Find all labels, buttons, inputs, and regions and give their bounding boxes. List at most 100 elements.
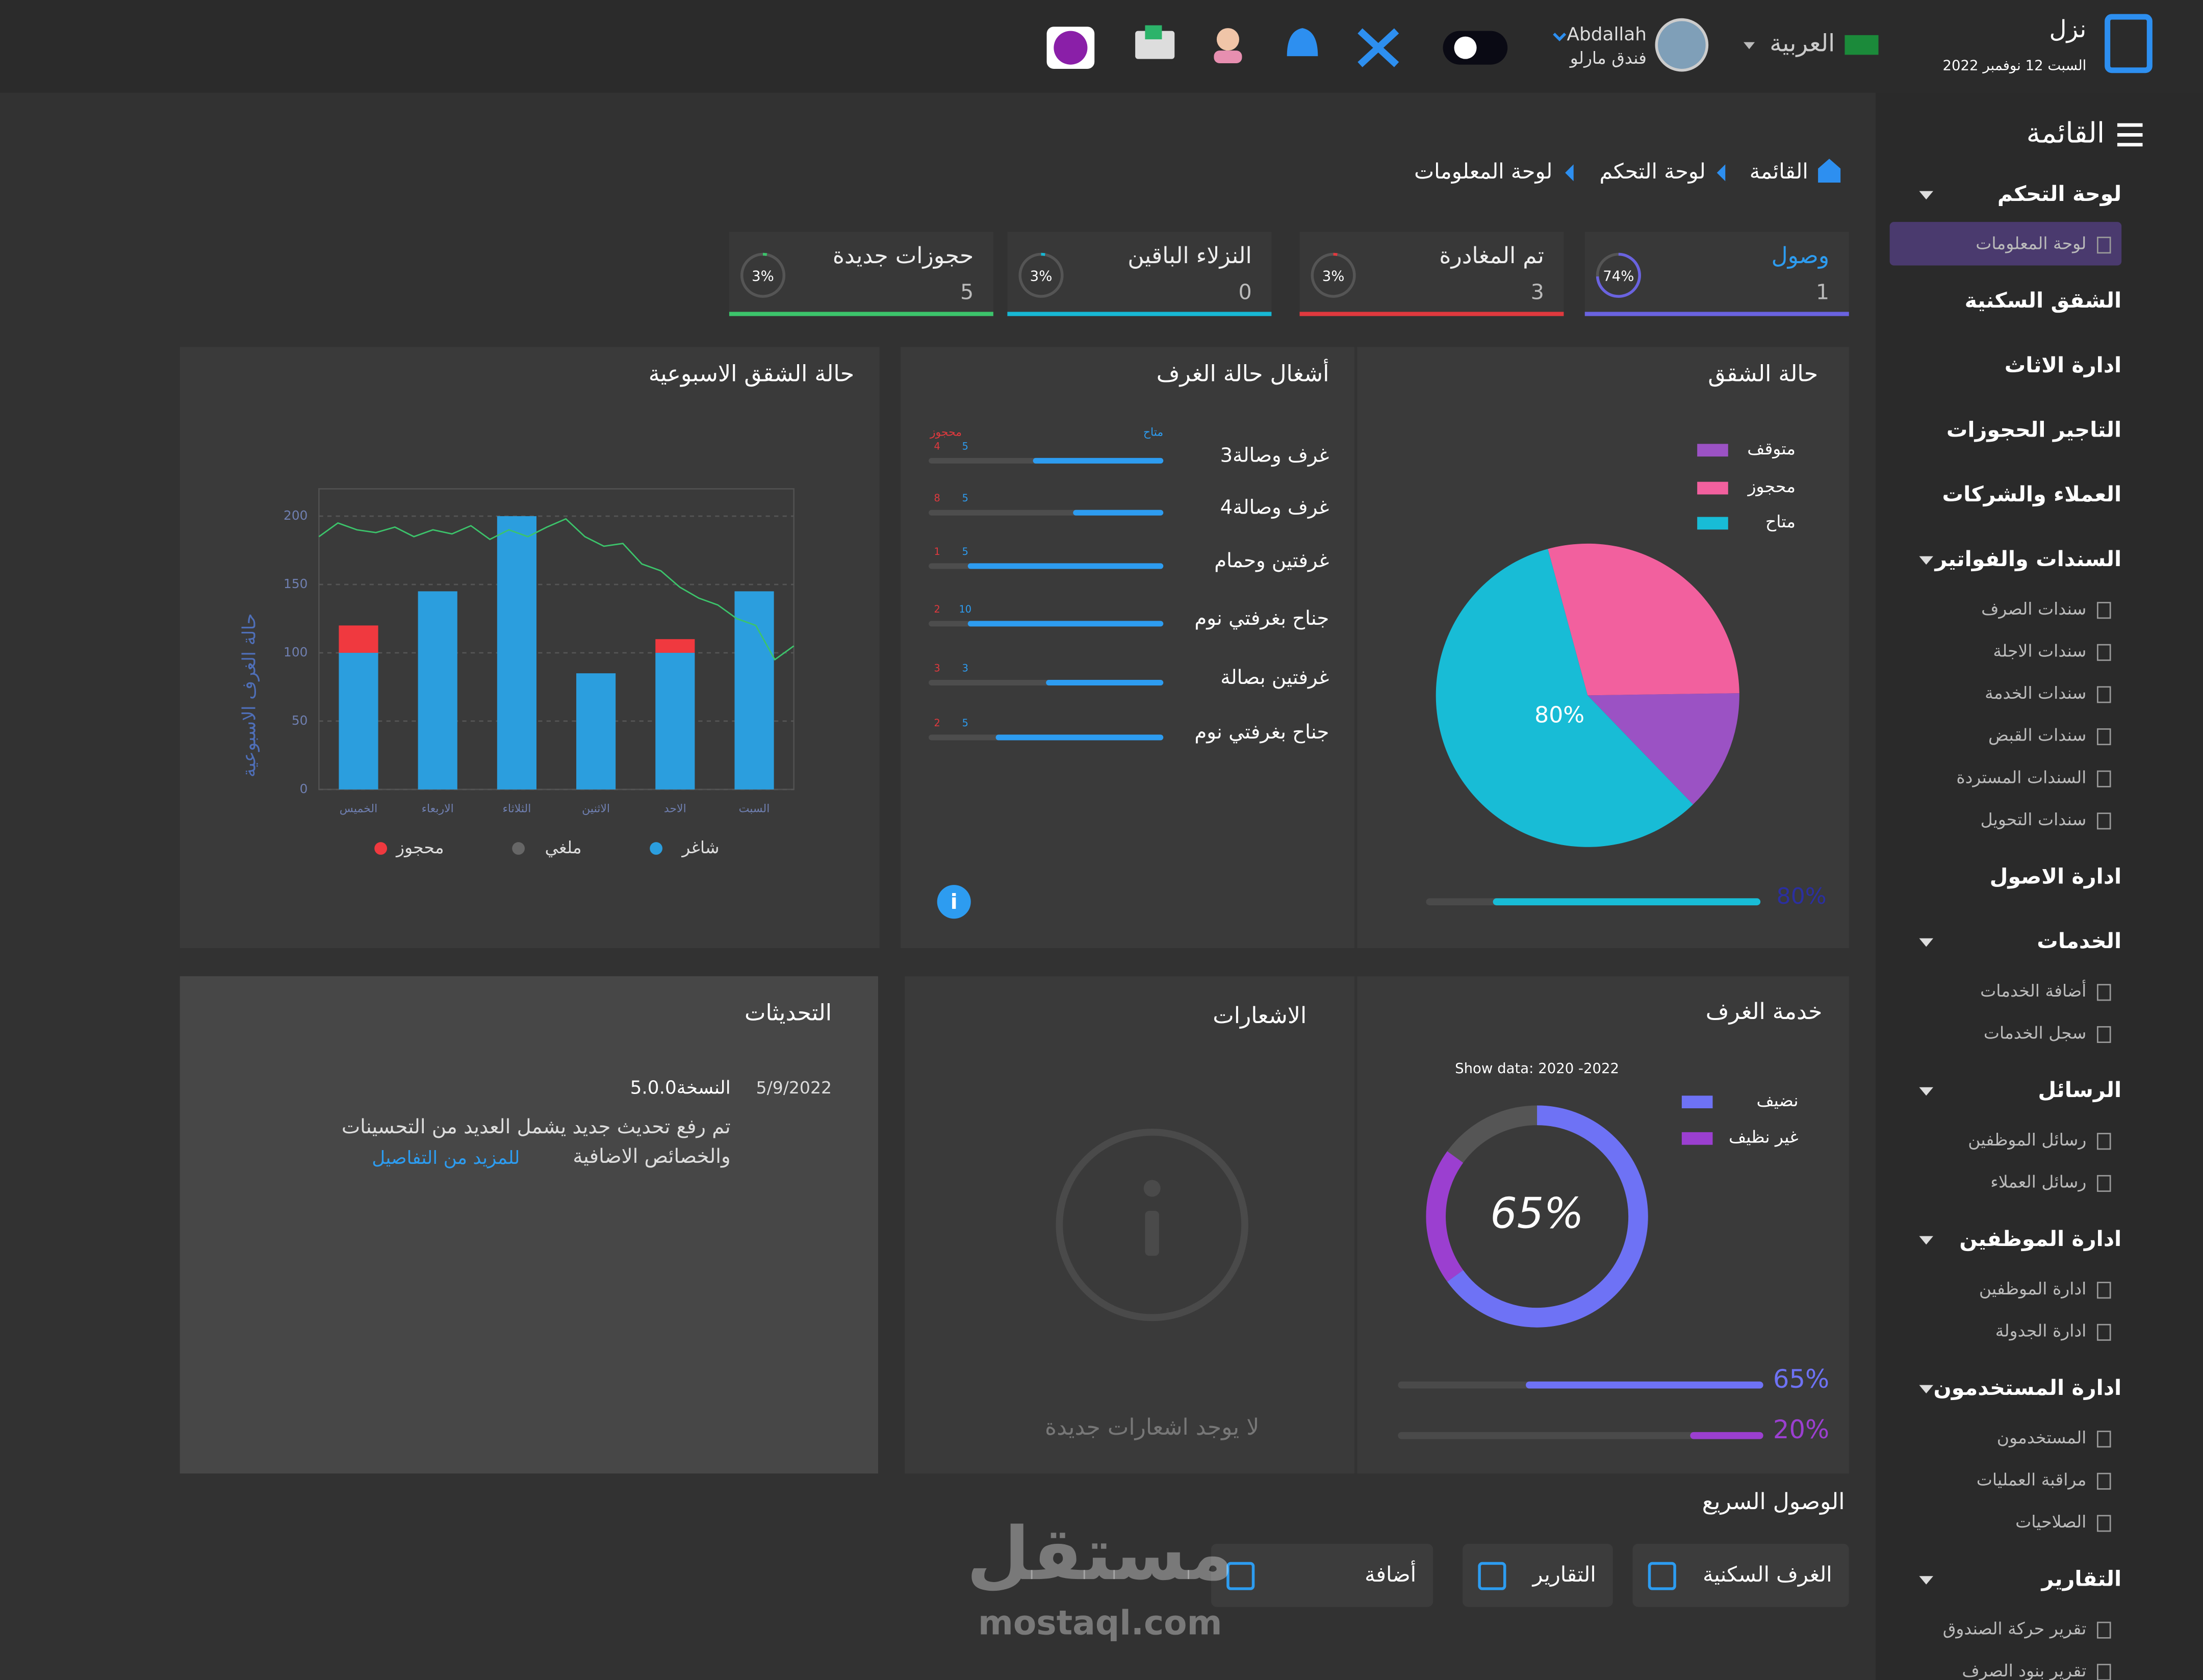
legend-swatch — [1697, 517, 1728, 530]
legend-label: متاح — [1765, 512, 1796, 531]
panel-divider — [1354, 347, 1357, 949]
submenu-item[interactable]: سندات التحويل — [1981, 809, 2087, 829]
menu-item[interactable]: ادارة الاصول — [1990, 864, 2122, 889]
submenu-icon — [2096, 728, 2111, 746]
submenu-item[interactable]: ادارة الجدولة — [1995, 1320, 2087, 1340]
menu-icon[interactable] — [2117, 123, 2143, 147]
chart-subtitle: Show data: 2020 -2022 — [1455, 1060, 1619, 1077]
panel-title: حالة الشقق — [1708, 361, 1818, 387]
expand-caret[interactable] — [1919, 556, 1934, 565]
menu-item[interactable]: الرسائل — [2038, 1078, 2121, 1103]
submenu-item[interactable]: ادارة الموظفين — [1979, 1279, 2086, 1299]
column-label: محجوز — [930, 426, 962, 439]
menu-item[interactable]: الشقق السكنية — [1965, 288, 2122, 313]
menu-item[interactable]: التاجير الحجوزات — [1946, 418, 2121, 443]
date: السبت 12 نوفمبر 2022 — [1942, 57, 2086, 73]
legend-swatch — [1697, 481, 1728, 495]
menu-item[interactable]: السندات والفواتير — [1934, 547, 2122, 572]
quick-button-label[interactable]: التقارير — [1532, 1562, 1596, 1587]
watermark: mostaql.com — [978, 1603, 1222, 1643]
info-glyph: i — [951, 889, 958, 914]
update-date: 5/9/2022 — [756, 1078, 832, 1098]
submenu-item[interactable]: سندات الصرف — [1981, 599, 2086, 619]
panel-divider — [1354, 976, 1357, 1474]
quick-button[interactable] — [1211, 1543, 1433, 1607]
avatar[interactable] — [1655, 18, 1709, 72]
user-caret[interactable] — [1553, 33, 1567, 42]
submenu-item[interactable]: السندات المستردة — [1956, 767, 2086, 787]
expand-caret[interactable] — [1919, 191, 1934, 200]
expand-caret[interactable] — [1919, 1385, 1934, 1394]
expand-caret[interactable] — [1919, 1576, 1934, 1585]
empty-icon-bar — [1145, 1211, 1159, 1256]
legend-label: شاغر — [681, 837, 719, 857]
submenu-item[interactable]: تقرير بنود الصرف — [1962, 1661, 2086, 1680]
quick-button-label[interactable]: أضافة — [1365, 1560, 1416, 1587]
submenu-item[interactable]: رسائل الموظفين — [1968, 1130, 2086, 1150]
watermark: مستقل — [966, 1511, 1234, 1596]
quick-button-label[interactable]: الغرف السكنية — [1703, 1562, 1832, 1587]
submenu-icon — [2096, 1515, 2111, 1532]
occupancy-bar — [1073, 510, 1164, 516]
booked-count: 4 — [934, 440, 940, 452]
laptop-icon-mark — [1145, 25, 1162, 40]
breadcrumb-item[interactable]: لوحة التحكم — [1599, 159, 1705, 184]
tools-icon[interactable] — [1357, 28, 1399, 67]
submenu-icon — [2096, 812, 2111, 830]
support-icon[interactable] — [1216, 28, 1239, 51]
expand-caret[interactable] — [1919, 1236, 1934, 1245]
panel-title: خدمة الغرف — [1706, 999, 1823, 1025]
menu-item[interactable]: العملاء والشركات — [1942, 482, 2122, 507]
room-type: جناح بغرفتي نوم — [1194, 721, 1329, 744]
lang-caret[interactable] — [1744, 42, 1755, 49]
language[interactable]: العربية — [1770, 30, 1835, 58]
breadcrumb-item[interactable]: لوحة المعلومات — [1414, 159, 1552, 184]
legend-label: ملغي — [545, 837, 581, 857]
breadcrumb-item[interactable]: القائمة — [1750, 159, 1808, 184]
available-count: 5 — [962, 717, 968, 729]
booked-count: 2 — [934, 603, 940, 615]
quick-button[interactable] — [1463, 1543, 1613, 1607]
progress-label: 80% — [1777, 883, 1827, 909]
submenu-item[interactable]: لوحة المعلومات — [1976, 234, 2086, 253]
bell-icon[interactable] — [1287, 28, 1318, 57]
home-icon[interactable] — [1818, 159, 1841, 183]
menu-item[interactable]: ادارة الاثاث — [2005, 353, 2121, 377]
submenu-item[interactable]: أضافة الخدمات — [1980, 980, 2086, 1001]
submenu-item[interactable]: سجل الخدمات — [1984, 1023, 2086, 1043]
menu-item[interactable]: الخدمات — [2037, 929, 2121, 953]
submenu-item[interactable]: المستخدمون — [1997, 1428, 2087, 1447]
update-link[interactable]: للمزيد من التفاصيل — [372, 1148, 520, 1168]
stat-ring — [1018, 252, 1064, 298]
submenu-item[interactable]: سندات القبض — [1988, 725, 2086, 746]
submenu-item[interactable]: رسائل العملاء — [1990, 1172, 2086, 1192]
submenu-icon — [2096, 1282, 2111, 1299]
submenu-item[interactable]: تقرير حركة الصندوق — [1943, 1618, 2087, 1638]
expand-caret[interactable] — [1919, 938, 1934, 947]
info-button[interactable] — [937, 885, 971, 919]
stat-value: 5 — [960, 280, 974, 304]
stat-percent: 3% — [752, 268, 774, 285]
logo — [2105, 14, 2153, 73]
menu-item[interactable]: التقارير — [2040, 1566, 2121, 1591]
stat-percent: 3% — [1322, 268, 1345, 285]
bar — [655, 652, 695, 790]
submenu-item[interactable]: مراقبة العمليات — [1977, 1469, 2087, 1489]
pie-slice — [1587, 693, 1739, 805]
submenu-icon — [2096, 686, 2111, 703]
submenu-item[interactable]: الصلاحيات — [2015, 1512, 2086, 1532]
expand-caret[interactable] — [1919, 1087, 1934, 1096]
panel-title: الاشعارات — [1213, 1003, 1307, 1029]
quick-button[interactable] — [1632, 1543, 1849, 1607]
menu-item[interactable]: ادارة المستخدمون — [1934, 1376, 2122, 1401]
update-text: والخصائص الاضافية — [573, 1145, 730, 1168]
submenu-icon — [2096, 1133, 2111, 1150]
occupancy-bar — [995, 734, 1164, 741]
menu-item[interactable]: ادارة الموظفين — [1959, 1227, 2121, 1252]
stat-percent: 3% — [1030, 268, 1053, 285]
submenu-item[interactable]: سندات الخدمة — [1985, 683, 2086, 703]
menu-item[interactable]: لوحة التحكم — [1997, 182, 2121, 207]
legend-label: متوقف — [1747, 439, 1796, 459]
submenu-item[interactable]: سندات الاجلة — [1993, 641, 2086, 660]
